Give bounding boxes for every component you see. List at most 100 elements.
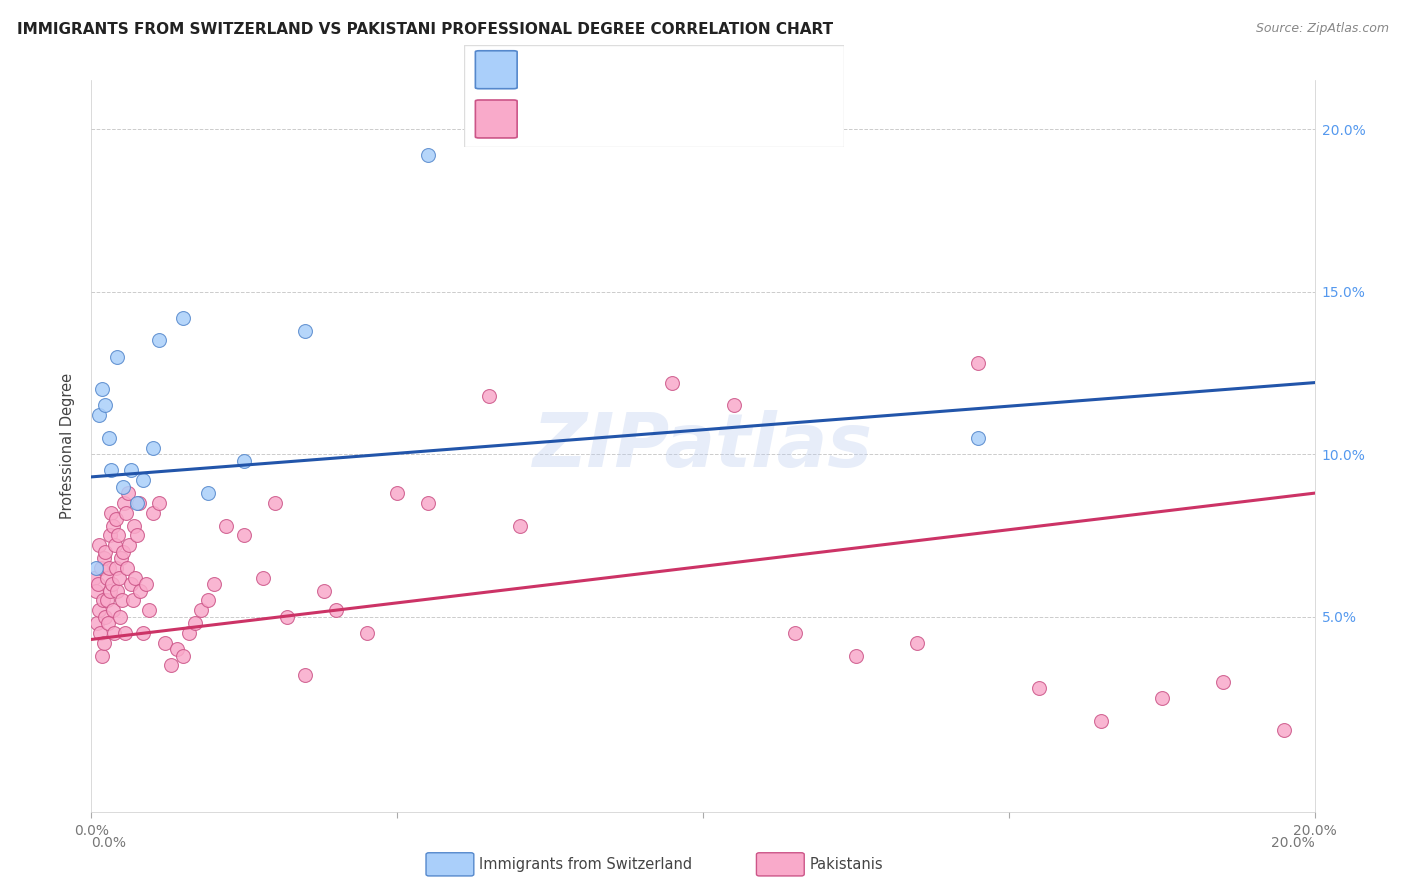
Point	[97, 616, 120, 631]
Point	[233, 453, 256, 467]
Point	[120, 577, 142, 591]
Point	[129, 583, 152, 598]
Point	[98, 528, 121, 542]
Point	[172, 648, 194, 663]
Point	[153, 635, 176, 649]
Point	[132, 626, 155, 640]
Text: Immigrants from Switzerland: Immigrants from Switzerland	[479, 857, 693, 871]
Point	[148, 334, 170, 348]
Point	[122, 593, 145, 607]
Point	[312, 583, 335, 598]
Point	[166, 642, 188, 657]
Point	[89, 626, 111, 640]
Point	[845, 648, 868, 663]
Point	[197, 593, 219, 607]
Point	[115, 561, 138, 575]
Point	[179, 626, 201, 640]
Point	[91, 382, 114, 396]
FancyBboxPatch shape	[475, 100, 517, 138]
Text: Source: ZipAtlas.com: Source: ZipAtlas.com	[1256, 22, 1389, 36]
Point	[967, 431, 990, 445]
Point	[723, 398, 745, 412]
Point	[172, 310, 194, 325]
Point	[202, 577, 225, 591]
Point	[115, 506, 138, 520]
Point	[87, 603, 110, 617]
Point	[105, 583, 128, 598]
Point	[509, 518, 531, 533]
FancyBboxPatch shape	[475, 51, 517, 88]
Point	[1150, 690, 1173, 705]
Point	[114, 626, 136, 640]
Point	[91, 593, 114, 607]
Point	[967, 356, 990, 370]
Point	[190, 603, 212, 617]
Point	[128, 496, 150, 510]
Point	[132, 473, 155, 487]
Point	[96, 593, 118, 607]
Point	[98, 583, 121, 598]
Point	[160, 658, 183, 673]
Point	[294, 668, 316, 682]
Text: 0.0%: 0.0%	[91, 836, 127, 850]
Point	[110, 551, 132, 566]
Point	[905, 635, 928, 649]
Point	[87, 577, 110, 591]
Point	[105, 350, 128, 364]
Text: R =: R =	[529, 111, 561, 126]
Point	[1272, 723, 1295, 738]
Text: IMMIGRANTS FROM SWITZERLAND VS PAKISTANI PROFESSIONAL DEGREE CORRELATION CHART: IMMIGRANTS FROM SWITZERLAND VS PAKISTANI…	[17, 22, 832, 37]
Text: 0.192: 0.192	[574, 111, 623, 126]
Point	[108, 609, 131, 624]
Point	[416, 148, 439, 162]
Point	[111, 593, 134, 607]
Point	[100, 506, 122, 520]
Point	[93, 551, 115, 566]
Point	[84, 583, 107, 598]
Point	[122, 518, 145, 533]
Point	[100, 577, 122, 591]
Point	[112, 480, 135, 494]
Point	[103, 626, 125, 640]
Point	[86, 616, 108, 631]
Point	[1028, 681, 1050, 696]
Point	[107, 528, 129, 542]
FancyBboxPatch shape	[464, 45, 844, 147]
Point	[148, 496, 170, 510]
Point	[184, 616, 207, 631]
Point	[97, 561, 120, 575]
Point	[97, 431, 120, 445]
Point	[215, 518, 238, 533]
Point	[276, 609, 298, 624]
Point	[385, 486, 409, 500]
Point	[1212, 674, 1234, 689]
Point	[108, 571, 131, 585]
Point	[233, 528, 256, 542]
Point	[356, 626, 378, 640]
Point	[661, 376, 683, 390]
Point	[101, 518, 124, 533]
Point	[104, 538, 127, 552]
Point	[127, 496, 149, 510]
Y-axis label: Professional Degree: Professional Degree	[60, 373, 76, 519]
Point	[96, 571, 118, 585]
Point	[118, 538, 141, 552]
Point	[294, 324, 316, 338]
Point	[135, 577, 157, 591]
Point	[103, 603, 125, 617]
Point	[94, 398, 117, 412]
Point	[478, 389, 501, 403]
Point	[90, 561, 112, 575]
Point	[83, 571, 105, 585]
Point	[84, 561, 107, 575]
Point	[94, 609, 117, 624]
Point	[89, 538, 111, 552]
Text: N =: N =	[673, 111, 707, 126]
Text: 87: 87	[718, 111, 740, 126]
Point	[783, 626, 806, 640]
Point	[117, 486, 139, 500]
Point	[197, 486, 219, 500]
Point	[141, 441, 163, 455]
Point	[127, 528, 149, 542]
Text: ZIPatlas: ZIPatlas	[533, 409, 873, 483]
